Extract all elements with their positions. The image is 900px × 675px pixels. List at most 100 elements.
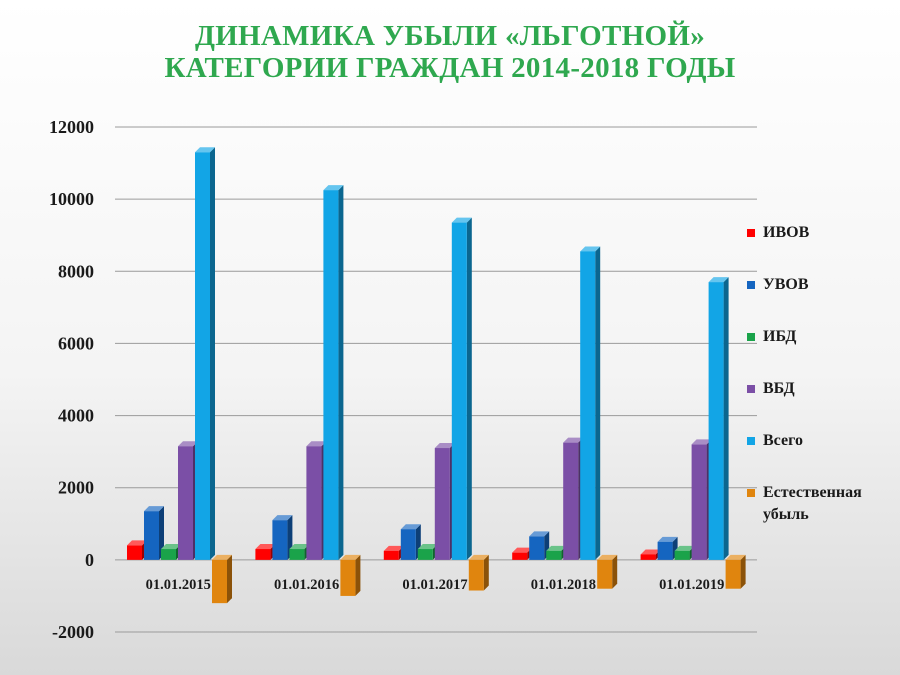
bar — [306, 446, 322, 560]
bar — [195, 152, 210, 560]
bar — [546, 550, 562, 560]
bar — [340, 559, 356, 596]
legend-label: Естественная убыль — [763, 484, 862, 523]
y-tick-label: 10000 — [49, 189, 94, 209]
bar-top — [529, 531, 550, 537]
bar — [161, 549, 176, 560]
bar — [272, 520, 288, 560]
legend-swatch — [747, 437, 755, 445]
bar — [434, 448, 450, 560]
x-tick-label: 01.01.2016 — [274, 577, 339, 593]
chart-title: ДИНАМИКА УБЫЛИ «ЛЬГОТНОЙ» КАТЕГОРИИ ГРАЖ… — [0, 20, 900, 84]
bar — [323, 190, 339, 560]
bar-side — [740, 554, 746, 589]
y-tick-label: 0 — [85, 550, 94, 570]
legend-swatch — [747, 385, 755, 393]
y-tick-label: -2000 — [52, 622, 94, 642]
bar — [674, 550, 690, 560]
bar-top — [127, 540, 147, 546]
bar-top — [512, 547, 533, 553]
y-tick-label: 2000 — [58, 478, 94, 498]
bar-top — [597, 554, 618, 560]
legend-swatch — [747, 489, 755, 497]
y-tick-label: 4000 — [58, 406, 94, 426]
x-tick-label: 01.01.2017 — [402, 577, 467, 593]
bar — [657, 541, 673, 560]
bar-top — [468, 554, 489, 560]
x-tick-label: 01.01.2018 — [531, 577, 596, 593]
bar-side — [723, 277, 729, 560]
bar-top — [195, 147, 215, 153]
bar — [178, 446, 193, 560]
bar-side — [338, 185, 344, 560]
bar-side — [355, 554, 361, 596]
bar — [144, 511, 159, 560]
x-tick-label: 01.01.2019 — [659, 577, 724, 593]
bar — [400, 529, 416, 560]
bar-top — [178, 441, 198, 447]
bar — [691, 444, 707, 560]
legend-label: Всего — [763, 432, 803, 449]
bar-side — [612, 554, 618, 589]
bar — [451, 222, 467, 560]
bar-top — [289, 544, 310, 550]
bar — [212, 559, 227, 604]
bar-top — [691, 439, 712, 445]
bar-side — [595, 246, 601, 560]
bar — [255, 549, 271, 560]
bar-top — [340, 554, 361, 560]
bar — [597, 559, 613, 589]
bar — [127, 545, 142, 560]
legend-swatch — [747, 229, 755, 237]
bar-top — [708, 277, 729, 283]
bar-side — [159, 506, 164, 560]
bar-top — [451, 217, 472, 223]
chart-title-line2: КАТЕГОРИИ ГРАЖДАН 2014-2018 ГОДЫ — [164, 52, 736, 84]
legend-label: ВБД — [763, 380, 795, 397]
bar-top — [255, 544, 276, 550]
legend-swatch — [747, 333, 755, 341]
x-tick-label: 01.01.2015 — [146, 577, 211, 593]
bar — [725, 559, 741, 589]
bar — [640, 554, 656, 560]
legend-swatch — [747, 281, 755, 289]
bar-top — [417, 544, 438, 550]
bar — [512, 552, 528, 560]
bar — [289, 549, 305, 560]
legend-label: ИБД — [763, 328, 797, 345]
bar — [468, 559, 484, 591]
bar-top — [306, 441, 327, 447]
bar — [417, 549, 433, 560]
bar-top — [212, 554, 232, 560]
bar-side — [227, 554, 232, 604]
bar — [580, 251, 596, 560]
bar-top — [563, 437, 584, 443]
bar-side — [466, 217, 472, 560]
bar — [383, 550, 399, 560]
bar-top — [674, 545, 695, 551]
bar-top — [272, 515, 293, 521]
bar-top — [546, 545, 567, 551]
legend-label: УВОВ — [763, 276, 809, 293]
bar-top — [640, 549, 661, 555]
bar — [708, 282, 724, 560]
bar-top — [323, 185, 344, 191]
bar-side — [210, 147, 215, 560]
bar-top — [657, 536, 678, 542]
bar-top — [161, 544, 181, 550]
bar-side — [483, 554, 489, 591]
y-tick-label: 8000 — [58, 261, 94, 281]
y-tick-label: 12000 — [49, 117, 94, 137]
bar-top — [580, 246, 601, 252]
legend-label: ИВОВ — [763, 224, 810, 241]
bar-top — [434, 443, 455, 449]
bar-top — [400, 524, 421, 530]
bar-top — [383, 545, 404, 551]
bar-top — [725, 554, 746, 560]
chart-title-line1: ДИНАМИКА УБЫЛИ «ЛЬГОТНОЙ» — [194, 20, 706, 52]
bar-top — [144, 506, 164, 512]
bar — [529, 536, 545, 560]
bar — [563, 442, 579, 560]
y-tick-label: 6000 — [58, 333, 94, 353]
